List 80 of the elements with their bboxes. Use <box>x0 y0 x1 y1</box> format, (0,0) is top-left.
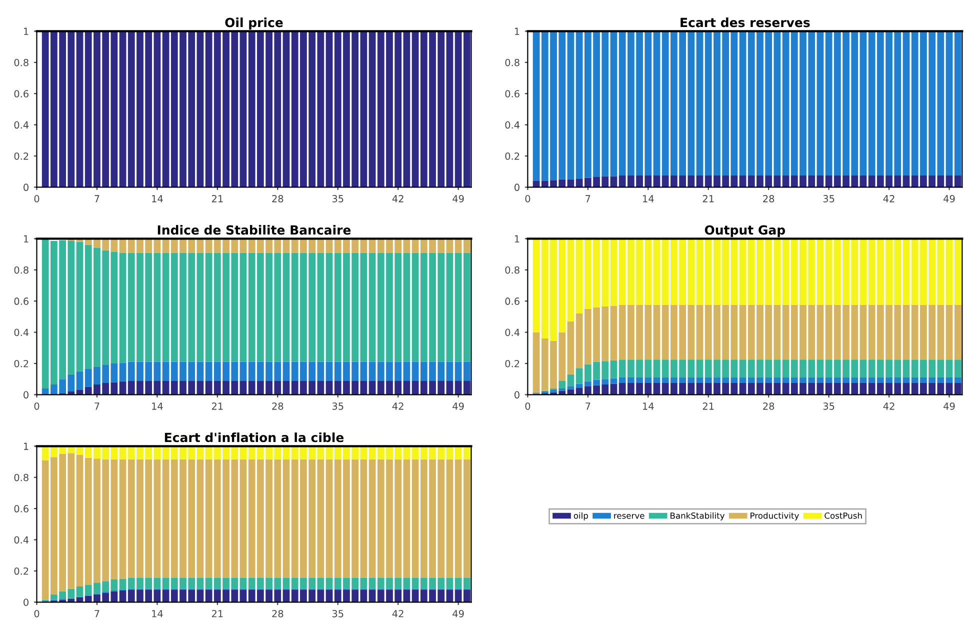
y-tick-label: 0 <box>24 391 28 399</box>
x-tick-label: 7 <box>94 402 100 410</box>
y-tick-label: 1 <box>24 235 28 242</box>
x-tick-label: 0 <box>34 195 40 202</box>
x-tick-label: 42 <box>392 610 404 618</box>
chart-title: Output Gap <box>704 225 786 238</box>
chart-title: Indice de Stabilite Bancaire <box>158 225 351 235</box>
x-tick-label: 0 <box>525 195 530 202</box>
y-tick-label: 0.2 <box>14 567 28 575</box>
y-tick-label: 0 <box>514 391 520 399</box>
x-tick-label: 7 <box>586 402 590 410</box>
x-tick-label: 7 <box>586 195 590 202</box>
legend-label: reserve <box>614 514 644 519</box>
y-tick-label: 1 <box>24 442 28 450</box>
legend-label: CostPush <box>824 512 862 519</box>
x-tick-label: 0 <box>34 610 40 618</box>
y-tick-label: 0.8 <box>14 58 28 66</box>
x-tick-label: 49 <box>944 402 955 410</box>
y-tick-label: 1 <box>514 235 520 242</box>
x-tick-label: 28 <box>272 402 284 410</box>
chart-title: Oil price <box>225 18 283 30</box>
y-tick-label: 0.8 <box>14 266 28 274</box>
y-tick-label: 0.2 <box>14 152 28 160</box>
x-tick-label: 21 <box>702 195 714 202</box>
y-tick-label: 0 <box>24 184 28 192</box>
x-tick-label: 49 <box>452 402 464 410</box>
x-tick-label: 49 <box>452 195 464 202</box>
y-tick-label: 0.2 <box>14 360 28 368</box>
chart-title: Ecart des reserves <box>680 18 810 28</box>
x-tick-label: 28 <box>763 195 774 202</box>
x-tick-label: 42 <box>392 402 404 410</box>
legend-label: oilp <box>574 512 588 520</box>
legend-label: Productivity <box>750 512 799 520</box>
x-tick-label: 14 <box>152 402 163 410</box>
x-tick-label: 49 <box>944 195 955 202</box>
y-tick-label: 0.2 <box>505 152 520 160</box>
x-tick-label: 21 <box>702 402 714 410</box>
y-tick-label: 0.2 <box>505 360 520 368</box>
y-tick-label: 0.4 <box>14 121 29 129</box>
legend-label: BankStability <box>670 512 725 520</box>
x-tick-label: 49 <box>452 610 464 618</box>
x-tick-label: 14 <box>152 195 163 202</box>
y-tick-label: 0.8 <box>14 474 28 482</box>
x-tick-label: 42 <box>883 195 894 202</box>
x-tick-label: 28 <box>272 195 284 202</box>
x-tick-label: 14 <box>643 402 654 410</box>
x-tick-label: 42 <box>392 195 404 202</box>
x-tick-label: 35 <box>332 610 344 618</box>
y-tick-label: 0.4 <box>14 328 29 336</box>
y-tick-label: 0.8 <box>505 58 520 66</box>
x-tick-label: 35 <box>332 195 344 202</box>
x-tick-label: 28 <box>763 402 774 410</box>
y-tick-label: 0 <box>514 184 520 192</box>
y-tick-label: 0.4 <box>14 536 29 544</box>
y-tick-label: 0 <box>24 598 28 606</box>
x-tick-label: 0 <box>34 402 40 410</box>
x-tick-label: 35 <box>823 402 834 410</box>
y-tick-label: 0.6 <box>14 505 28 512</box>
y-tick-label: 0.6 <box>14 90 28 98</box>
y-tick-label: 0.6 <box>14 298 28 305</box>
x-tick-label: 42 <box>883 402 894 410</box>
y-tick-label: 0.4 <box>505 121 520 129</box>
y-tick-label: 1 <box>24 28 28 35</box>
y-tick-label: 0.6 <box>505 298 520 305</box>
x-tick-label: 21 <box>212 402 223 410</box>
y-tick-label: 0.6 <box>505 90 520 98</box>
x-tick-label: 35 <box>823 195 834 202</box>
x-tick-label: 0 <box>525 402 530 410</box>
x-tick-label: 21 <box>212 195 223 202</box>
chart-title: Ecart d'inflation a la cible <box>164 432 344 442</box>
y-tick-label: 1 <box>514 28 520 35</box>
y-tick-label: 0.8 <box>505 266 520 274</box>
x-tick-label: 35 <box>332 402 344 410</box>
y-tick-label: 0.4 <box>505 328 520 336</box>
x-tick-label: 28 <box>272 610 284 618</box>
x-tick-label: 14 <box>643 195 654 202</box>
x-tick-label: 21 <box>212 610 223 618</box>
x-tick-label: 7 <box>94 195 100 202</box>
x-tick-label: 14 <box>152 610 163 618</box>
x-tick-label: 7 <box>94 610 100 618</box>
